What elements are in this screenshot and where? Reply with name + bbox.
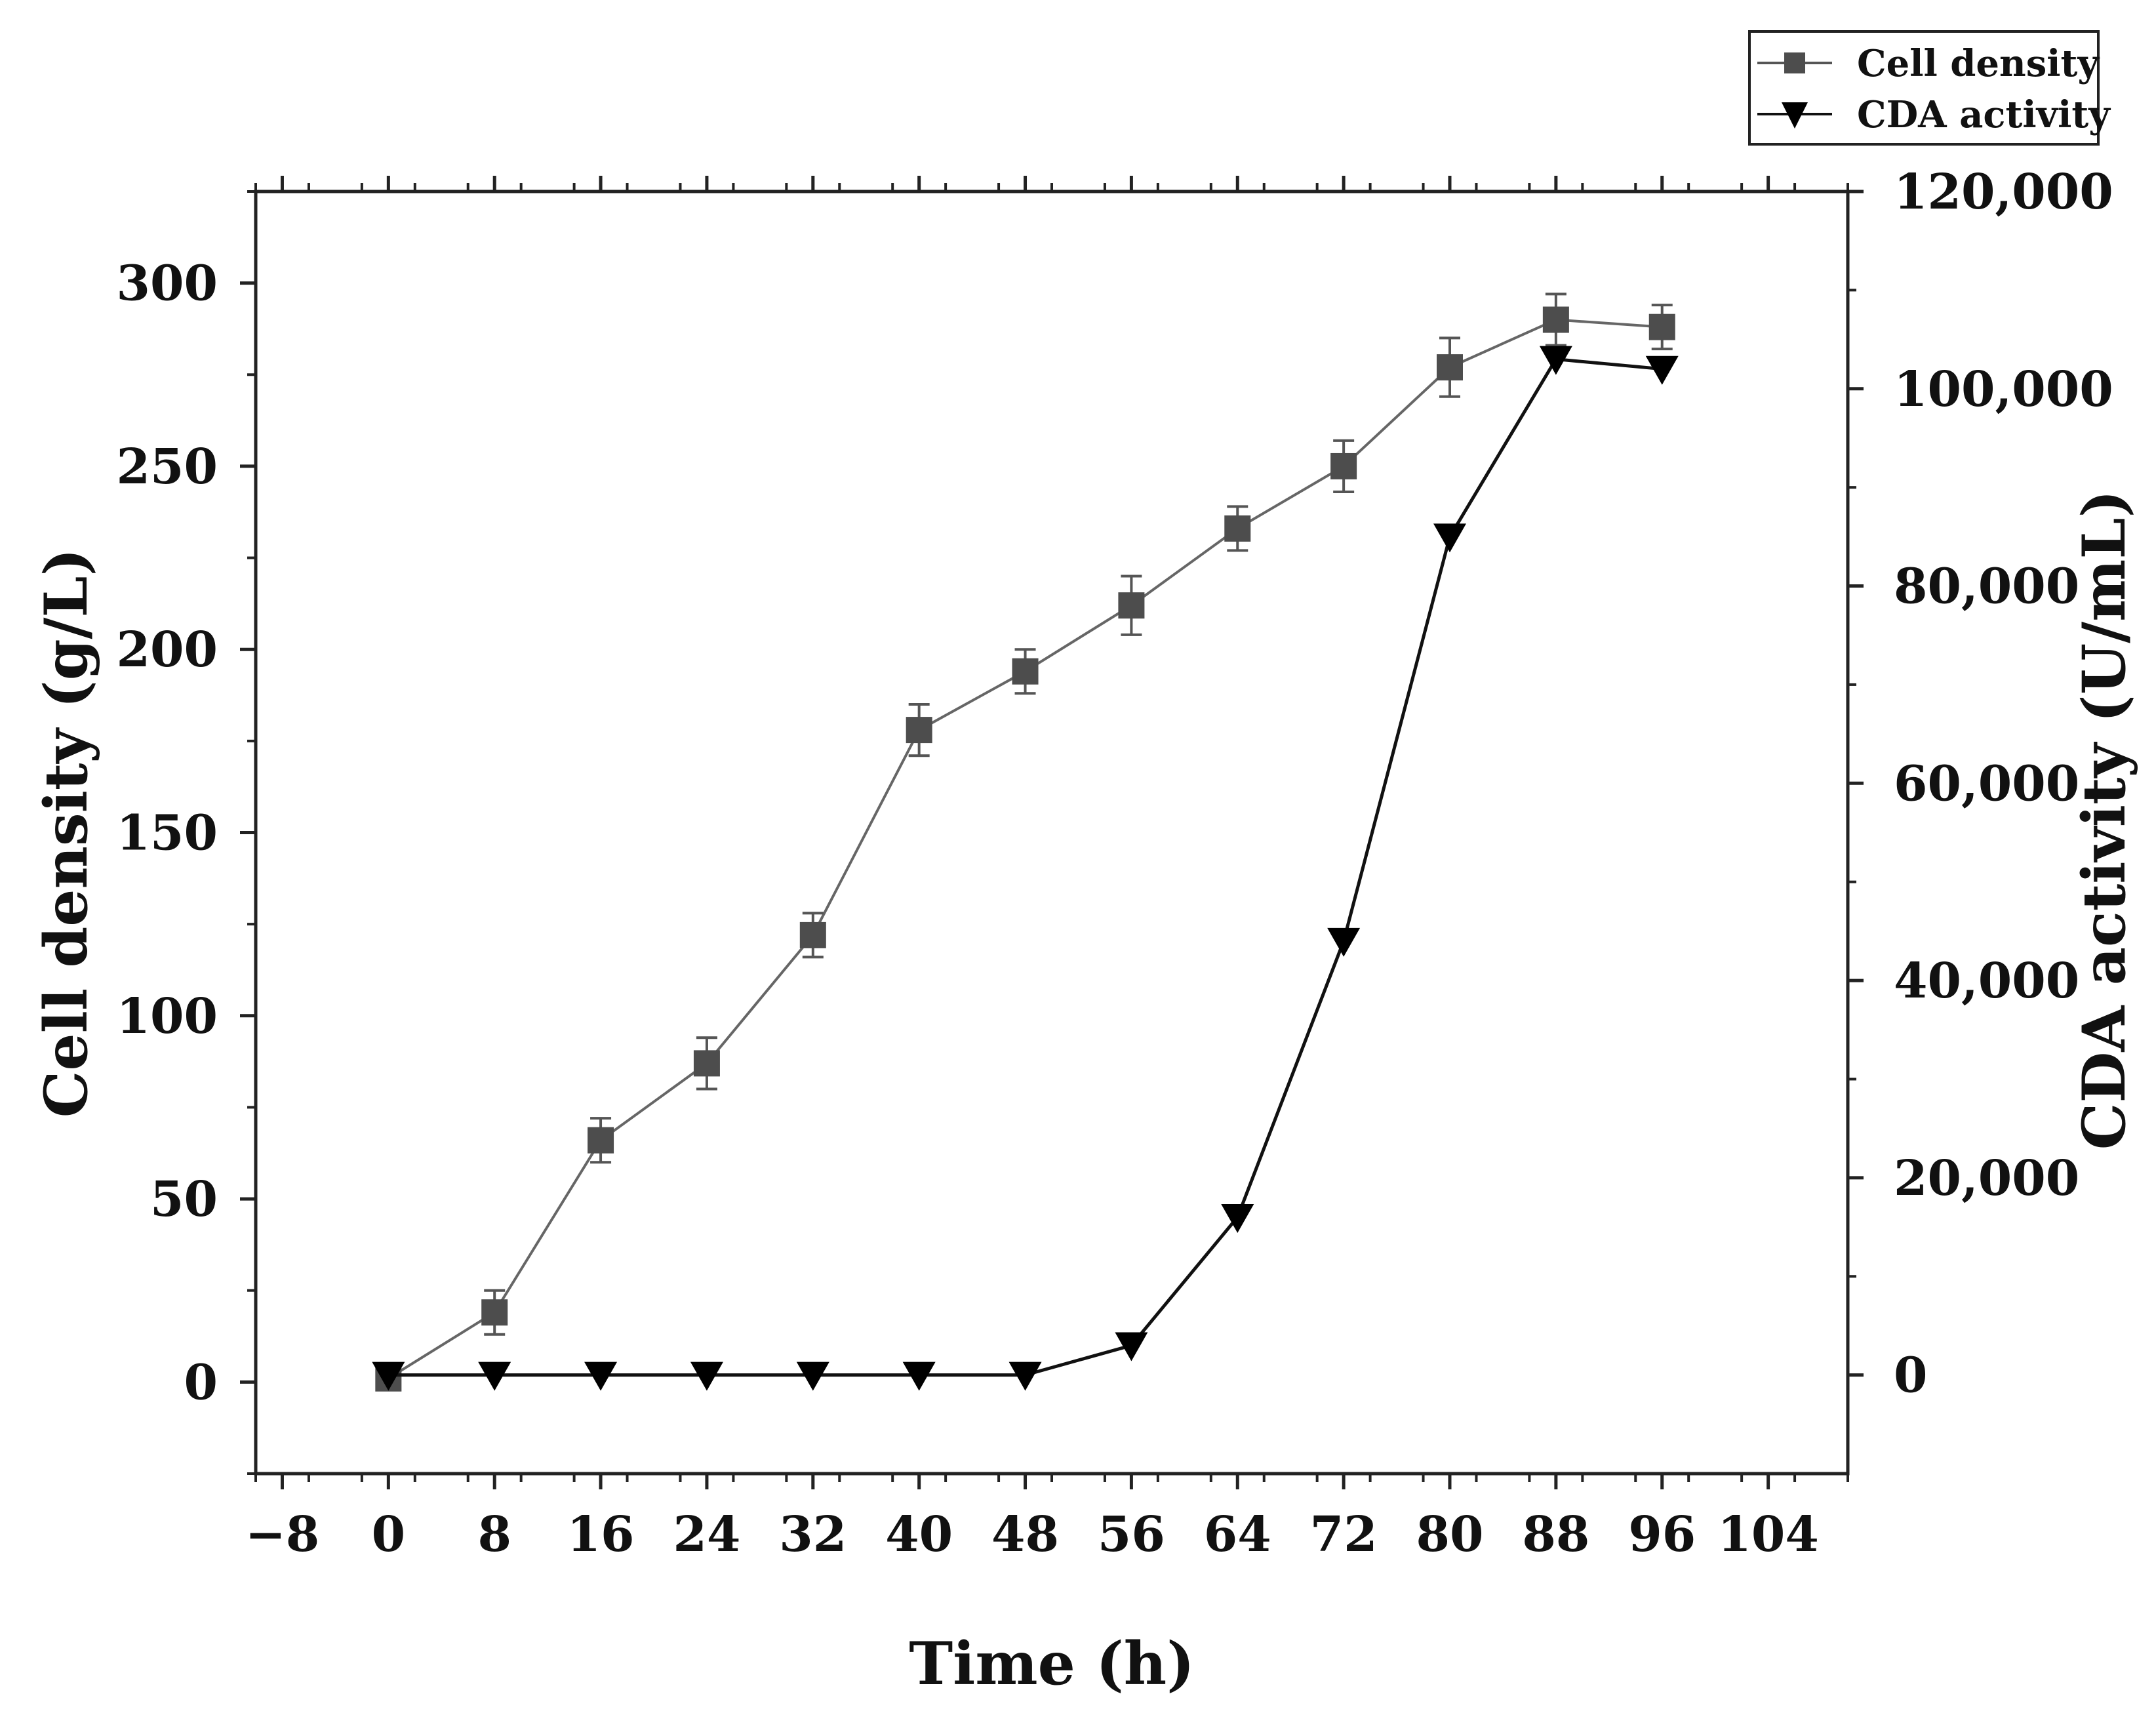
cda-activity-point [1115, 1332, 1148, 1361]
y2-tick-label: 120,000 [1894, 164, 2113, 220]
cda-activity-point [478, 1361, 511, 1391]
y-axis-right: 0 20,000 40,000 60,000 80,000 100,000 120,000 [1848, 164, 2113, 1404]
cda-activity-point [902, 1361, 936, 1391]
x-tick-label: 64 [1204, 1506, 1271, 1563]
x-axis-title: Time (h) [909, 1629, 1195, 1699]
x-tick-label: 24 [673, 1506, 740, 1563]
x-tick-label: 96 [1628, 1506, 1696, 1563]
cda-activity-point [1327, 927, 1361, 957]
y-tick-label: 100 [117, 988, 218, 1045]
y2-tick-label: 20,000 [1894, 1150, 2079, 1207]
y2-tick-label: 60,000 [1894, 756, 2079, 812]
cell-density-point [481, 1299, 508, 1326]
cell-density-point [1542, 306, 1569, 333]
x-tick-label: 88 [1522, 1506, 1589, 1563]
cell-density-point [1330, 453, 1357, 479]
legend-box [1748, 30, 2100, 146]
cell-density-line [388, 318, 1662, 1380]
x-tick-label: 0 [372, 1506, 406, 1563]
x-tick-label: −8 [245, 1506, 320, 1563]
x-tick-label: 32 [779, 1506, 847, 1563]
y2-tick-label: 0 [1894, 1348, 1928, 1404]
x-tick-label: 80 [1416, 1506, 1484, 1563]
plot-frame [254, 190, 1850, 1476]
cda-activity-point [1539, 346, 1572, 375]
cell-density-point [1437, 354, 1463, 381]
cda-activity-line [388, 357, 1662, 1377]
y2-axis-title: CDA activity (U/mL) [2069, 490, 2139, 1150]
x-tick-label: 104 [1717, 1506, 1818, 1563]
series-cell-density [375, 292, 1675, 1392]
y-axis-title: Cell density (g/L) [31, 548, 101, 1118]
cda-activity-point [372, 1361, 405, 1391]
cda-activity-point [1433, 523, 1466, 553]
cda-activity-point [1221, 1204, 1254, 1233]
x-axis: −8 0 8 16 24 32 40 48 56 64 72 80 88 96 104 [245, 176, 1849, 1563]
cell-density-point [799, 921, 826, 948]
cda-activity-point [796, 1361, 829, 1391]
cell-density-point [1648, 313, 1675, 340]
cda-activity-point [584, 1361, 618, 1391]
y-axis-left: 0 50 100 150 200 250 300 [117, 190, 256, 1475]
cell-density-point [1118, 592, 1145, 619]
y-tick-label: 150 [117, 805, 218, 862]
y2-tick-label: 80,000 [1894, 559, 2079, 615]
cell-density-point [906, 717, 932, 744]
y-tick-label: 250 [117, 439, 218, 495]
x-tick-label: 8 [477, 1506, 511, 1563]
y-tick-label: 50 [150, 1171, 218, 1228]
y2-tick-label: 40,000 [1894, 953, 2079, 1009]
y2-tick-label: 100,000 [1894, 361, 2113, 418]
cell-density-point [588, 1127, 614, 1154]
x-tick-label: 56 [1098, 1506, 1165, 1563]
cell-density-point [1012, 658, 1039, 685]
y-tick-label: 0 [184, 1354, 218, 1411]
cda-activity-point [1008, 1361, 1042, 1391]
y-tick-label: 200 [117, 622, 218, 678]
legend-label-cell-density: Cell density [1857, 42, 2100, 85]
legend-marker-square [1784, 52, 1805, 73]
y-tick-label: 300 [117, 256, 218, 312]
cell-density-point [1224, 515, 1251, 542]
x-tick-label: 40 [885, 1506, 953, 1563]
cda-activity-point [690, 1361, 723, 1391]
series-cda-activity [372, 346, 1679, 1391]
cda-activity-point [1645, 355, 1679, 385]
legend-label-cda-activity: CDA activity [1857, 93, 2111, 136]
x-tick-label: 48 [991, 1506, 1059, 1563]
legend: Cell density CDA activity [1748, 30, 2111, 146]
cell-density-point [693, 1050, 720, 1077]
x-tick-label: 16 [567, 1506, 635, 1563]
x-tick-label: 72 [1310, 1506, 1378, 1563]
legend-marker-triangle [1782, 102, 1808, 129]
